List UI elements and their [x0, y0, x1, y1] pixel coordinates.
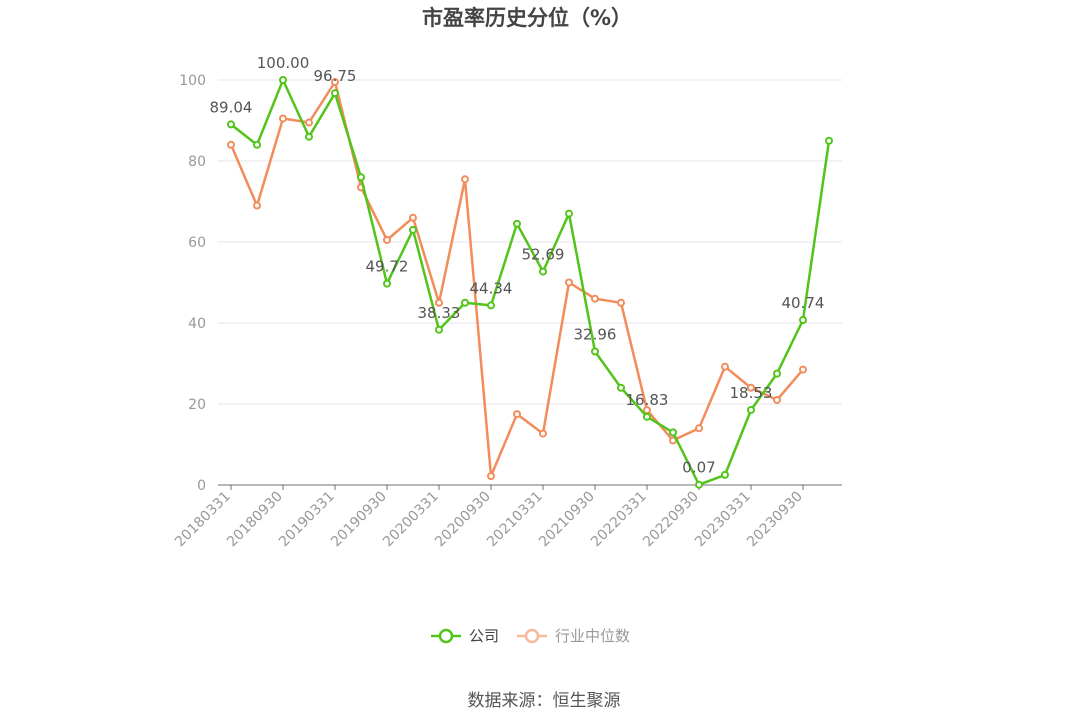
data-point[interactable] [591, 347, 599, 356]
data-point[interactable] [331, 78, 339, 87]
x-tick-label: 20220331 [588, 489, 650, 551]
data-point[interactable] [513, 410, 521, 419]
x-tick-label: 20220930 [640, 489, 702, 551]
data-label: 49.72 [366, 258, 409, 276]
x-tick-label: 20210930 [536, 489, 598, 551]
source-note: 数据来源：恒生聚源 [468, 691, 621, 711]
data-label: 16.83 [626, 391, 669, 409]
data-point[interactable] [279, 76, 287, 84]
data-point[interactable] [305, 132, 313, 141]
data-point[interactable] [461, 298, 469, 307]
grid [218, 79, 842, 405]
data-point[interactable] [695, 424, 703, 433]
legend[interactable]: 公司 行业中位数 [431, 627, 630, 645]
data-point[interactable] [721, 362, 729, 371]
data-point[interactable] [331, 89, 339, 98]
data-label: 96.75 [314, 67, 357, 85]
x-tick-label: 20190331 [276, 489, 338, 551]
data-point[interactable] [279, 114, 287, 123]
y-tick-label: 80 [188, 154, 206, 170]
data-point[interactable] [409, 213, 417, 222]
data-point[interactable] [227, 120, 235, 129]
data-point[interactable] [539, 267, 547, 276]
data-point[interactable] [565, 209, 573, 218]
x-tick-label: 20180331 [172, 489, 234, 551]
y-tick-label: 60 [188, 235, 206, 251]
x-tick-label: 20180930 [224, 489, 286, 551]
x-tick-label: 20210331 [484, 489, 546, 551]
data-point[interactable] [383, 235, 391, 244]
data-point[interactable] [409, 225, 417, 234]
data-point[interactable] [695, 480, 703, 489]
x-tick-label: 20230930 [744, 489, 806, 551]
series-lines [227, 76, 833, 489]
data-point[interactable] [487, 472, 495, 481]
data-label: 52.69 [522, 246, 565, 264]
x-tick-label: 20200331 [380, 489, 442, 551]
series-line-0 [230, 78, 831, 486]
data-point[interactable] [435, 325, 443, 334]
data-point[interactable] [513, 219, 521, 228]
legend-item-0[interactable]: 公司 [431, 627, 499, 645]
chart-title: 市盈率历史分位（%） [422, 6, 632, 30]
legend-label: 行业中位数 [555, 627, 630, 645]
data-point[interactable] [773, 369, 781, 378]
data-point[interactable] [227, 140, 235, 149]
data-point[interactable] [539, 429, 547, 438]
data-point[interactable] [565, 278, 573, 287]
x-tick-label: 20200930 [432, 489, 494, 551]
legend-item-1[interactable]: 行业中位数 [517, 627, 630, 645]
data-point[interactable] [305, 118, 313, 127]
data-point[interactable] [357, 173, 365, 182]
y-tick-label: 100 [179, 73, 206, 89]
data-label: 100.00 [257, 54, 310, 72]
data-point[interactable] [591, 294, 599, 303]
x-tick-label: 20190930 [328, 489, 390, 551]
data-point[interactable] [799, 365, 807, 374]
data-label: 38.33 [418, 304, 461, 322]
y-tick-label: 0 [197, 478, 206, 494]
data-point[interactable] [747, 383, 755, 392]
data-label: 40.74 [782, 294, 825, 312]
data-point[interactable] [825, 136, 833, 145]
data-point[interactable] [435, 298, 443, 307]
data-point[interactable] [747, 405, 755, 414]
legend-marker [524, 628, 540, 644]
data-point[interactable] [669, 428, 677, 437]
data-label: 0.07 [682, 459, 715, 477]
data-point[interactable] [487, 301, 495, 310]
data-point[interactable] [721, 470, 729, 479]
data-point[interactable] [799, 316, 807, 325]
data-label: 32.96 [574, 326, 617, 344]
data-point[interactable] [253, 140, 261, 149]
axes: 0 20 40 60 80 100 2018033120180930201903312019… [172, 73, 842, 550]
y-tick-label: 40 [188, 316, 206, 332]
legend-label: 公司 [469, 627, 499, 645]
data-point[interactable] [617, 383, 625, 392]
data-point[interactable] [461, 175, 469, 184]
data-point[interactable] [383, 279, 391, 288]
y-tick-label: 20 [188, 397, 206, 413]
data-point[interactable] [253, 201, 261, 210]
legend-marker [438, 628, 454, 644]
data-label: 89.04 [210, 98, 253, 116]
x-tick-label: 20230331 [692, 489, 754, 551]
data-point[interactable] [773, 395, 781, 404]
data-point[interactable] [643, 412, 651, 421]
data-label: 18.53 [730, 384, 773, 402]
data-label: 44.34 [470, 279, 513, 297]
data-point[interactable] [617, 298, 625, 307]
